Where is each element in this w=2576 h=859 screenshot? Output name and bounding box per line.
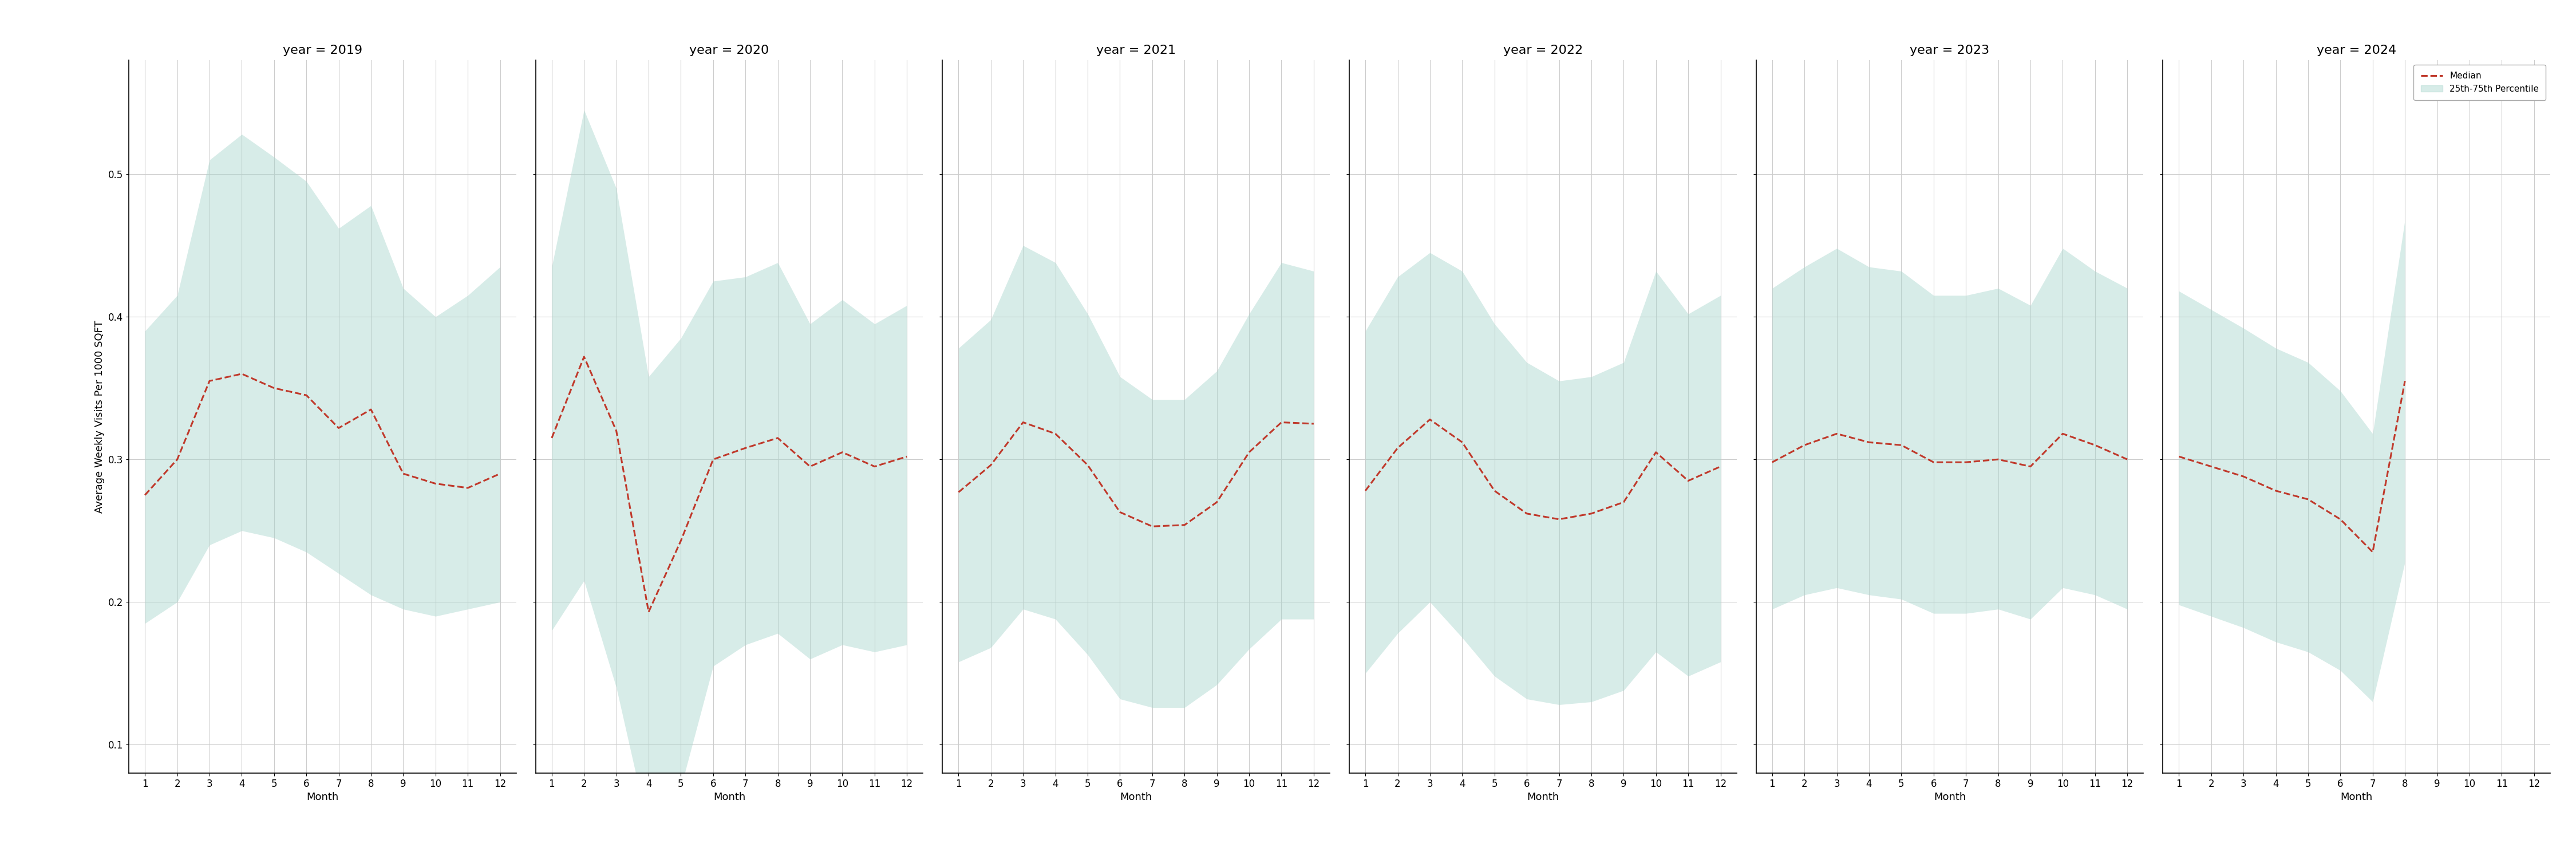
Title: year = 2022: year = 2022 xyxy=(1504,45,1582,56)
Title: year = 2021: year = 2021 xyxy=(1097,45,1175,56)
Legend: Median, 25th-75th Percentile: Median, 25th-75th Percentile xyxy=(2414,64,2545,100)
Title: year = 2023: year = 2023 xyxy=(1909,45,1989,56)
X-axis label: Month: Month xyxy=(714,792,744,802)
X-axis label: Month: Month xyxy=(2342,792,2372,802)
X-axis label: Month: Month xyxy=(1121,792,1151,802)
Title: year = 2020: year = 2020 xyxy=(690,45,770,56)
Title: year = 2019: year = 2019 xyxy=(283,45,363,56)
Y-axis label: Average Weekly Visits Per 1000 SQFT: Average Weekly Visits Per 1000 SQFT xyxy=(95,320,106,513)
Title: year = 2024: year = 2024 xyxy=(2316,45,2396,56)
X-axis label: Month: Month xyxy=(1528,792,1558,802)
X-axis label: Month: Month xyxy=(307,792,337,802)
X-axis label: Month: Month xyxy=(1935,792,1965,802)
